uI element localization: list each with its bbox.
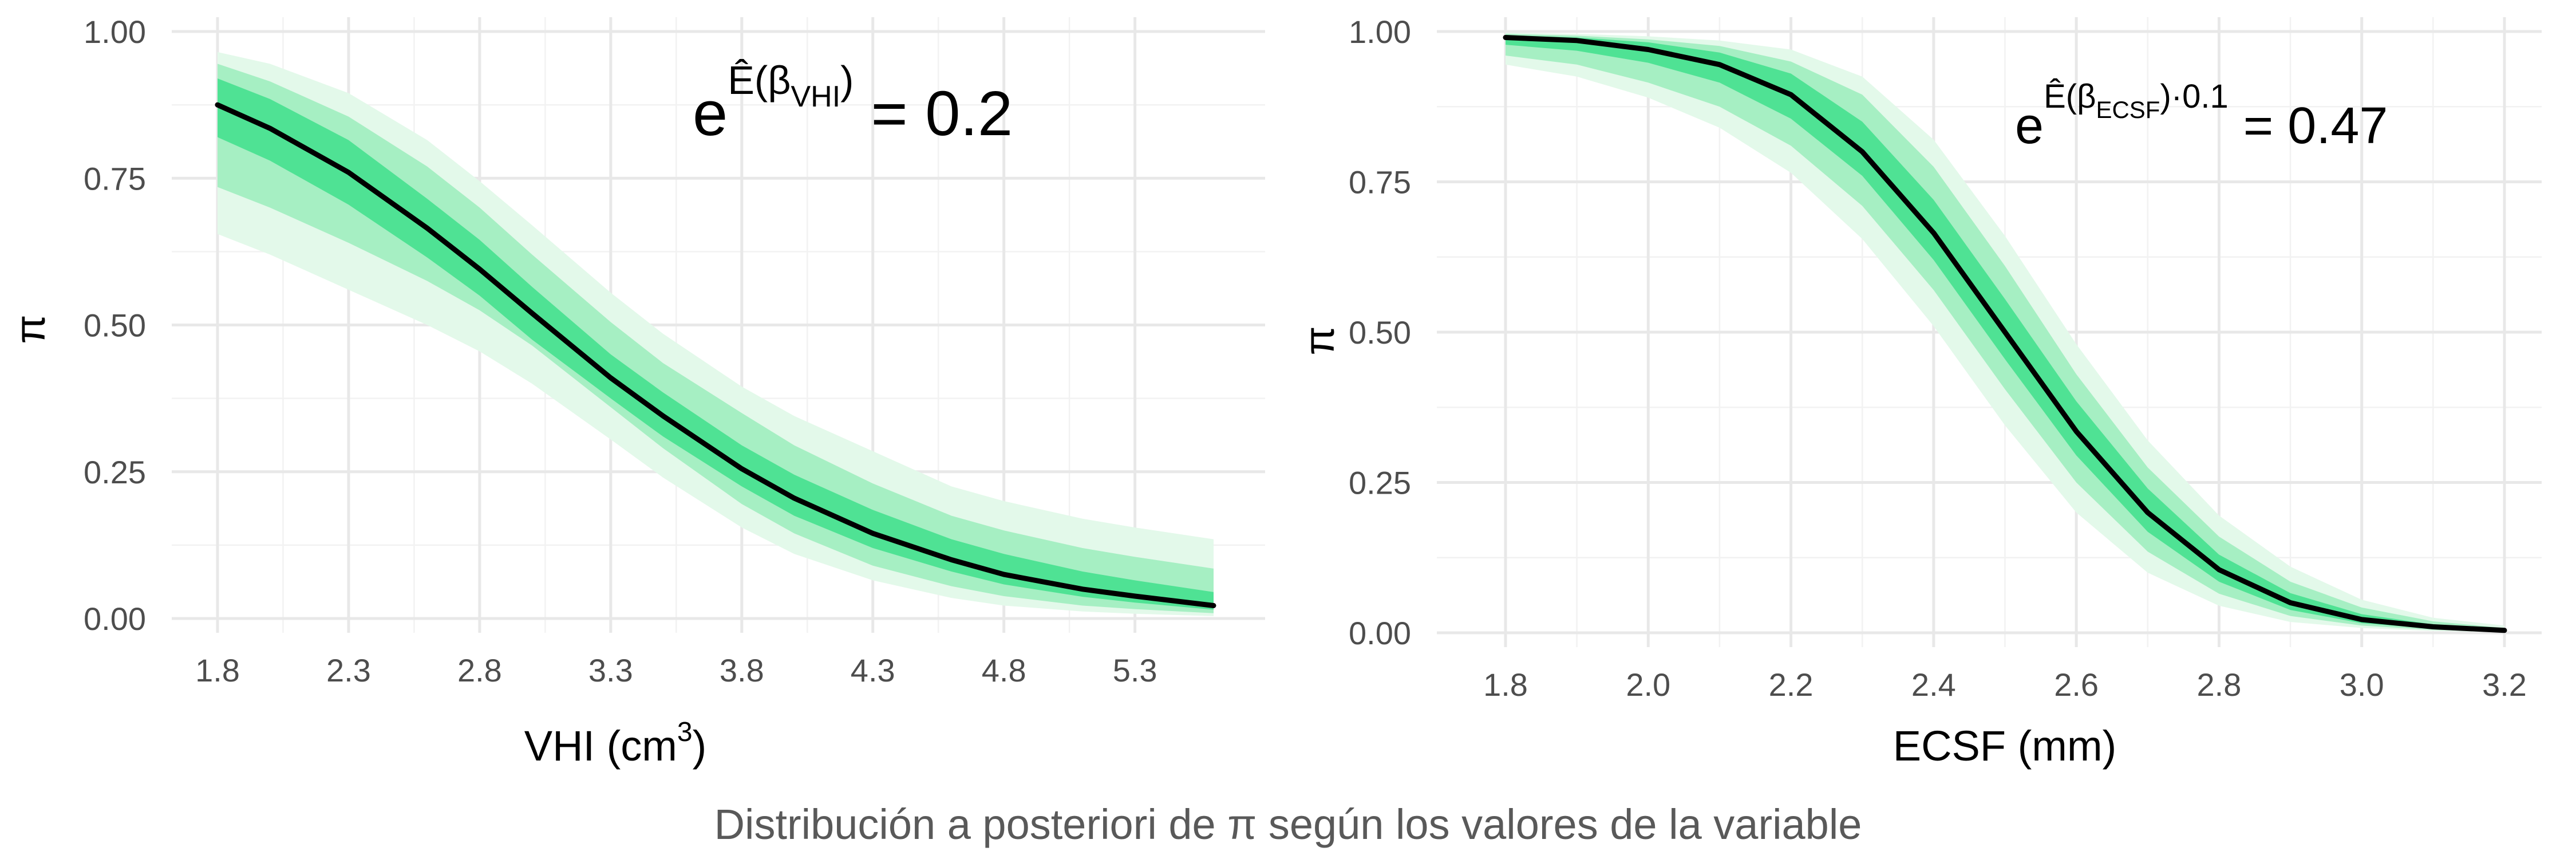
x-tick-label: 2.8 (2196, 667, 2241, 703)
y-tick-labels: 0.00 0.25 0.50 0.75 1.00 (1349, 14, 1411, 651)
posterior-median-line (1503, 35, 2507, 633)
panel-ecsf: 1.8 2.0 2.2 2.4 2.6 2.8 3.0 3.2 0.00 0.25 0.50 0.7… (1295, 14, 2542, 770)
x-tick-label: 2.0 (1626, 667, 1670, 703)
x-tick-label: 5.3 (1113, 652, 1157, 688)
beta-annotation: eÊ(βECSF)·0.1= 0.47 (2015, 78, 2388, 155)
x-tick-label: 3.0 (2340, 667, 2384, 703)
x-tick-labels: 1.8 2.0 2.2 2.4 2.6 2.8 3.0 3.2 (1483, 667, 2527, 703)
inner-credible-band (218, 78, 1214, 610)
middle-credible-band (218, 64, 1214, 613)
x-tick-label: 4.8 (982, 652, 1026, 688)
y-tick-label: 0.00 (84, 601, 146, 637)
x-tick-label: 2.2 (1769, 667, 1814, 703)
x-tick-label: 2.6 (2054, 667, 2099, 703)
y-tick-label: 1.00 (1349, 14, 1411, 50)
x-tick-label: 2.4 (1911, 667, 1956, 703)
credible-bands (218, 52, 1214, 616)
y-tick-label: 0.50 (1349, 314, 1411, 350)
y-tick-label: 0.25 (1349, 465, 1411, 501)
y-axis-title: π (6, 314, 54, 344)
y-tick-label: 1.00 (84, 14, 146, 50)
x-tick-label: 4.3 (851, 652, 895, 688)
y-tick-label: 0.25 (84, 454, 146, 490)
x-tick-label: 1.8 (1483, 667, 1528, 703)
x-tick-labels: 1.8 2.3 2.8 3.3 3.8 4.3 4.8 5.3 (195, 652, 1157, 688)
x-axis-title: VHI (cm3) (524, 717, 707, 770)
y-tick-label: 0.50 (84, 308, 146, 344)
outer-credible-band (218, 52, 1214, 616)
x-tick-label: 3.2 (2482, 667, 2527, 703)
posterior-median-line (215, 102, 1216, 608)
x-tick-label: 1.8 (195, 652, 240, 688)
x-tick-label: 3.8 (720, 652, 764, 688)
x-tick-label: 2.3 (326, 652, 371, 688)
y-axis-title: π (1295, 326, 1343, 355)
x-tick-label: 3.3 (588, 652, 633, 688)
x-tick-label: 2.8 (457, 652, 502, 688)
y-tick-label: 0.75 (1349, 164, 1411, 200)
y-tick-label: 0.00 (1349, 615, 1411, 651)
x-axis-title: ECSF (mm) (1893, 722, 2117, 770)
median-curve (1503, 35, 2507, 633)
panel-vhi: 1.8 2.3 2.8 3.3 3.8 4.3 4.8 5.3 0.00 0.25 0.50 0.7… (6, 14, 1265, 770)
median-curve (215, 102, 1216, 608)
figure-caption: Distribución a posteriori de π según los… (714, 801, 1862, 848)
y-tick-labels: 0.00 0.25 0.50 0.75 1.00 (84, 14, 146, 637)
beta-annotation: eÊ(βVHI) = 0.2 (693, 58, 1013, 149)
y-tick-label: 0.75 (84, 160, 146, 196)
